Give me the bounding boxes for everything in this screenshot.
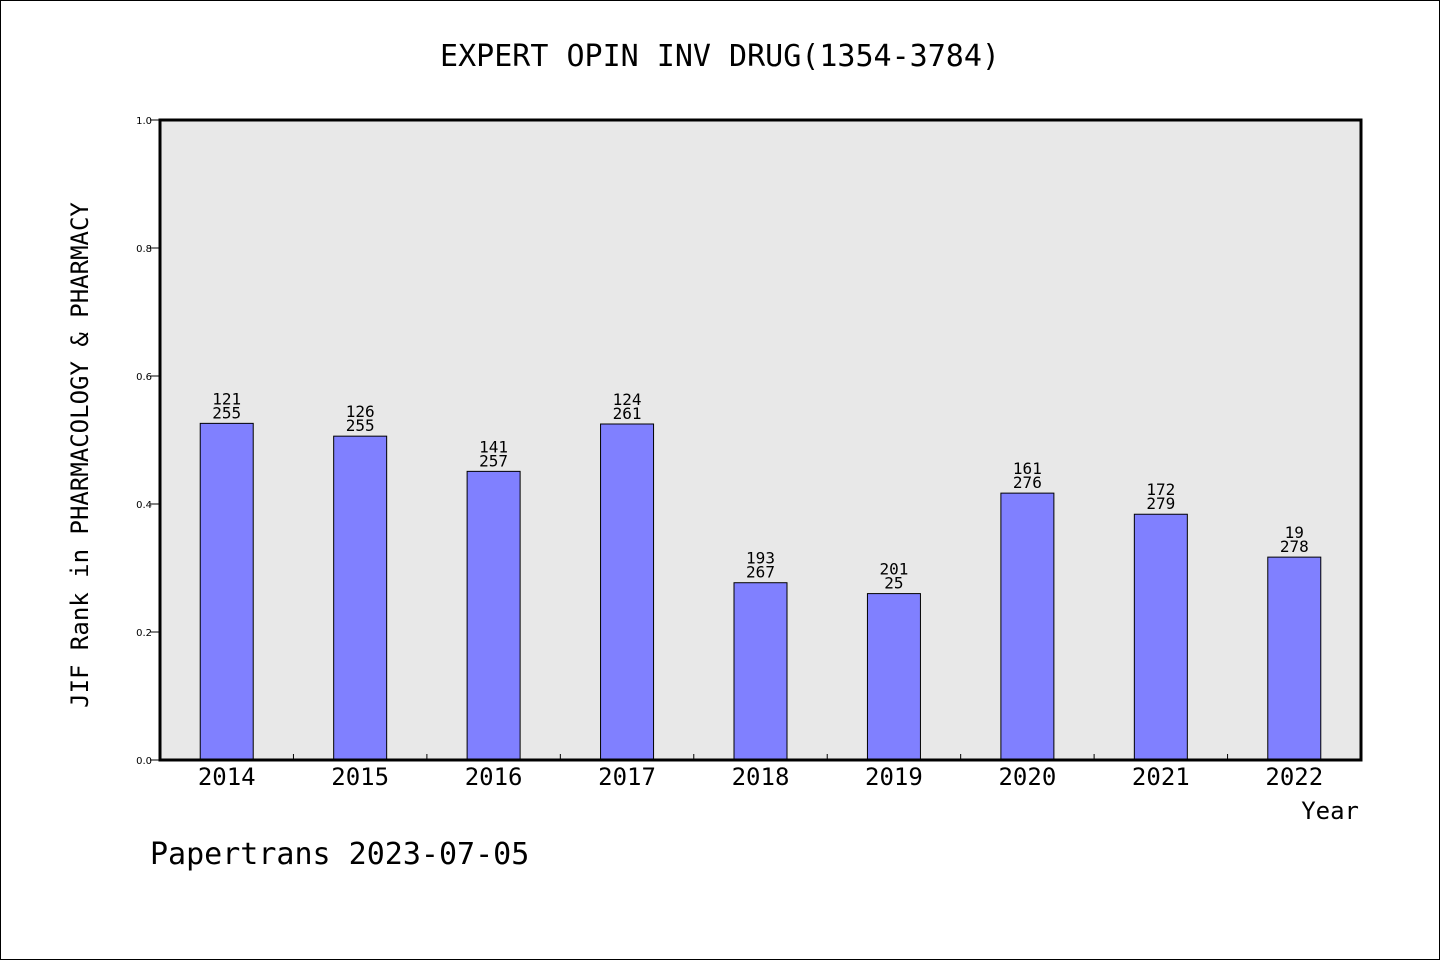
- bar-label-top-2021: 172: [1146, 480, 1175, 499]
- bar-2017: [600, 423, 655, 761]
- x-tick-label: 2021: [1132, 763, 1190, 791]
- bar-label-bottom-2018: 267: [746, 563, 775, 582]
- y-tick-label: 0.6: [136, 372, 152, 383]
- x-tick-label: 2014: [198, 763, 256, 791]
- bar-2015: [333, 435, 388, 761]
- bar-label-bottom-2015: 255: [346, 416, 375, 435]
- bar-label-bottom-2020: 276: [1013, 473, 1042, 492]
- y-axis: 0.0 0.2 0.4 0.6 0.8 1.0: [136, 116, 160, 767]
- bar-label-top-2015: 126: [346, 402, 375, 421]
- bar-2014: [199, 422, 254, 761]
- x-tick-label: 2016: [465, 763, 523, 791]
- x-axis: 2014 2015 2016 2017 2018 2019 2020 2021 2022: [198, 754, 1323, 791]
- x-tick-label: 2015: [331, 763, 389, 791]
- bar-label-top-2014: 121: [212, 389, 241, 408]
- bar-2018: [733, 582, 788, 761]
- bar-label-top-2017: 124: [613, 390, 642, 409]
- bar-label-bottom-2021: 279: [1146, 494, 1175, 513]
- x-tick-label: 2017: [598, 763, 656, 791]
- y-tick-label: 1.0: [136, 116, 152, 127]
- bar-label-top-2016: 141: [479, 437, 508, 456]
- y-axis-label: JIF Rank in PHARMACOLOGY & PHARMACY: [66, 202, 94, 708]
- y-tick-label: 0.0: [136, 756, 152, 767]
- bar-label-top-2020: 161: [1013, 459, 1042, 478]
- chart-title: EXPERT OPIN INV DRUG(1354-3784): [440, 39, 1000, 74]
- bar-label-top-2022: 19: [1285, 523, 1304, 542]
- bar-2016: [466, 470, 521, 761]
- footer-text: Papertrans 2023-07-05: [150, 837, 529, 872]
- bar-label-top-2019: 201: [879, 560, 908, 579]
- bar-label-bottom-2019: 25: [884, 574, 903, 593]
- x-tick-label: 2022: [1265, 763, 1323, 791]
- y-tick-label: 0.4: [136, 500, 152, 511]
- bar-2021: [1133, 513, 1188, 761]
- bar-label-bottom-2022: 278: [1280, 537, 1309, 556]
- bar-label-bottom-2014: 255: [212, 403, 241, 422]
- y-tick-label: 0.2: [136, 628, 152, 639]
- bar-2020: [1000, 492, 1055, 761]
- bar-label-bottom-2017: 261: [613, 404, 642, 423]
- x-axis-label: Year: [1301, 797, 1359, 825]
- bar-label-bottom-2016: 257: [479, 451, 508, 470]
- x-tick-label: 2019: [865, 763, 923, 791]
- x-tick-label: 2020: [998, 763, 1056, 791]
- bar-2019: [866, 593, 921, 761]
- plot-border: [158, 118, 1363, 762]
- bar-2022: [1267, 556, 1322, 761]
- bar-label-top-2018: 193: [746, 549, 775, 568]
- x-tick-label: 2018: [732, 763, 790, 791]
- y-tick-label: 0.8: [136, 244, 152, 255]
